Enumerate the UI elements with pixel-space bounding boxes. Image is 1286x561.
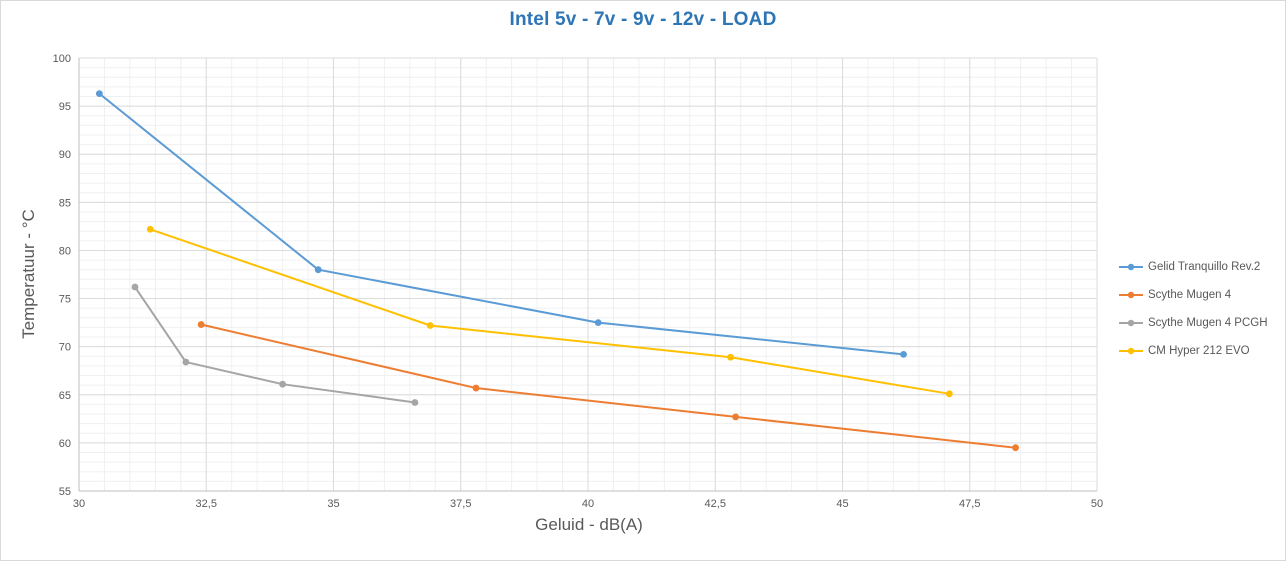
data-point-marker: [197, 321, 205, 328]
y-tick-label: 65: [59, 390, 71, 402]
y-axis-title: Temperatuur - °C: [19, 209, 38, 339]
y-tick-label: 70: [59, 342, 71, 354]
x-tick-label: 37,5: [450, 498, 471, 510]
legend-marker-icon: [1119, 319, 1143, 326]
y-tick-label: 85: [59, 197, 71, 209]
x-tick-label: 47,5: [959, 498, 980, 510]
data-point-marker: [131, 283, 139, 291]
x-tick-label: 42,5: [705, 498, 726, 510]
legend-marker-icon: [1119, 347, 1143, 354]
legend-item-label: Gelid Tranquillo Rev.2: [1148, 260, 1261, 273]
y-tick-label: 90: [59, 149, 71, 161]
data-point-marker: [146, 225, 154, 233]
data-point-marker: [314, 266, 322, 274]
y-tick-label: 95: [59, 101, 71, 113]
legend-item: Scythe Mugen 4: [1119, 287, 1284, 302]
y-tick-label: 100: [53, 53, 71, 65]
y-tick-label: 80: [59, 245, 71, 257]
data-point-marker: [426, 322, 434, 329]
legend-item: Gelid Tranquillo Rev.2: [1119, 259, 1284, 274]
x-tick-label: 30: [73, 498, 85, 510]
x-axis-title: Geluid - dB(A): [535, 515, 643, 534]
y-tick-label: 75: [59, 294, 71, 306]
data-point-marker: [411, 399, 419, 406]
data-point-marker: [1012, 444, 1019, 452]
data-point-marker: [182, 358, 190, 366]
legend-marker-icon: [1119, 263, 1143, 270]
legend-item-label: Scythe Mugen 4: [1148, 288, 1232, 301]
legend-item: CM Hyper 212 EVO: [1119, 343, 1284, 358]
series-line: [133, 286, 416, 404]
legend: Gelid Tranquillo Rev.2 Scythe Mugen 4 Scyt…: [1119, 259, 1284, 371]
y-tick-label: 55: [59, 486, 71, 498]
data-point-marker: [472, 384, 480, 392]
data-point-marker: [732, 413, 740, 421]
data-point-marker: [279, 380, 286, 388]
x-tick-label: 45: [836, 498, 848, 510]
data-point-marker: [95, 90, 103, 98]
series-line: [149, 228, 951, 395]
series-line: [200, 323, 1017, 449]
x-tick-label: 35: [327, 498, 339, 510]
series-line: [98, 92, 905, 356]
x-tick-label: 40: [582, 498, 594, 510]
y-tick-label: 60: [59, 438, 71, 450]
data-point-marker: [594, 319, 602, 327]
legend-marker-icon: [1119, 291, 1143, 298]
data-point-marker: [727, 353, 734, 361]
legend-item-label: Scythe Mugen 4 PCGH: [1148, 316, 1268, 329]
chart-title: Intel 5v - 7v - 9v - 12v - LOAD: [509, 9, 777, 30]
legend-item-label: CM Hyper 212 EVO: [1148, 344, 1250, 357]
x-tick-label: 50: [1091, 498, 1103, 510]
legend-item: Scythe Mugen 4 PCGH: [1119, 315, 1284, 330]
x-tick-label: 32,5: [196, 498, 217, 510]
data-point-marker: [900, 350, 907, 358]
data-point-marker: [945, 390, 953, 398]
